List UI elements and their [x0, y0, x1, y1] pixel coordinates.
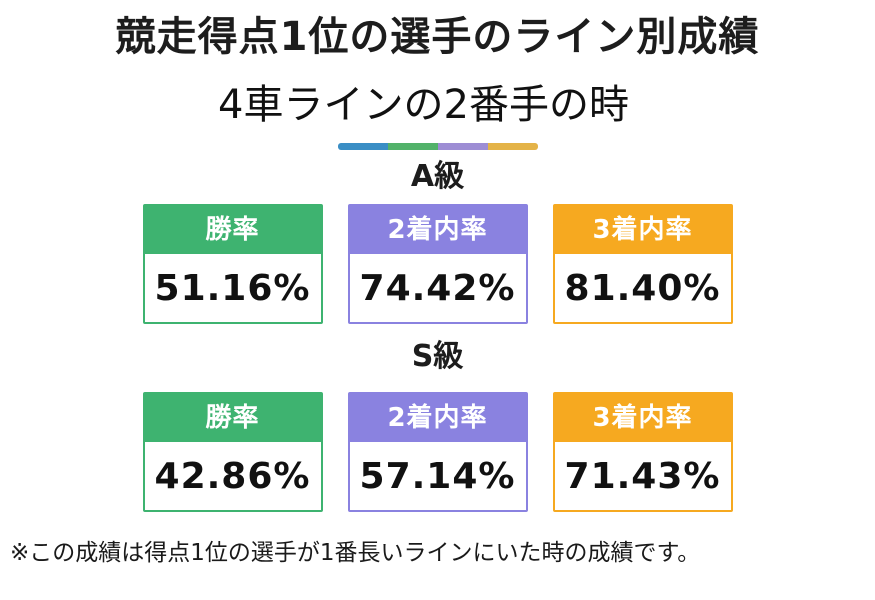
divider-segment-purple [437, 143, 488, 150]
s-class-win-rate-card: 勝率 42.86% [142, 392, 323, 512]
divider-segment-blue [337, 143, 388, 150]
s-class-card-row: 勝率 42.86% 2着内率 57.14% 3着内率 71.43% [0, 392, 875, 512]
color-divider [337, 143, 538, 150]
section-label-s-class: S級 [411, 339, 464, 374]
a-class-win-rate-card: 勝率 51.16% [142, 204, 323, 324]
divider-segment-gold [487, 143, 538, 150]
stat-card-value: 57.14% [359, 455, 516, 497]
a-class-top2-rate-card: 2着内率 74.42% [347, 204, 528, 324]
stat-card-value: 74.42% [359, 267, 516, 309]
stat-card-header: 3着内率 [554, 394, 731, 442]
footnote: ※この成績は得点1位の選手が1番長いラインにいた時の成績です。 [10, 540, 701, 566]
stat-card-header: 2着内率 [349, 206, 526, 254]
divider-segment-green [387, 143, 438, 150]
s-class-top3-rate-card: 3着内率 71.43% [552, 392, 733, 512]
page-title: 競走得点1位の選手のライン別成績 [115, 14, 760, 60]
s-class-top2-rate-card: 2着内率 57.14% [347, 392, 528, 512]
stat-card-value: 71.43% [564, 455, 721, 497]
stat-card-header: 2着内率 [349, 394, 526, 442]
stat-card-header: 勝率 [144, 206, 321, 254]
stat-card-header: 3着内率 [554, 206, 731, 254]
stat-card-value: 81.40% [564, 267, 721, 309]
page-subtitle: 4車ラインの2番手の時 [218, 82, 629, 128]
a-class-card-row: 勝率 51.16% 2着内率 74.42% 3着内率 81.40% [0, 204, 875, 324]
stat-card-value: 51.16% [154, 267, 311, 309]
stat-card-header: 勝率 [144, 394, 321, 442]
a-class-top3-rate-card: 3着内率 81.40% [552, 204, 733, 324]
section-label-a-class: A級 [410, 159, 465, 194]
stat-card-value: 42.86% [154, 455, 311, 497]
